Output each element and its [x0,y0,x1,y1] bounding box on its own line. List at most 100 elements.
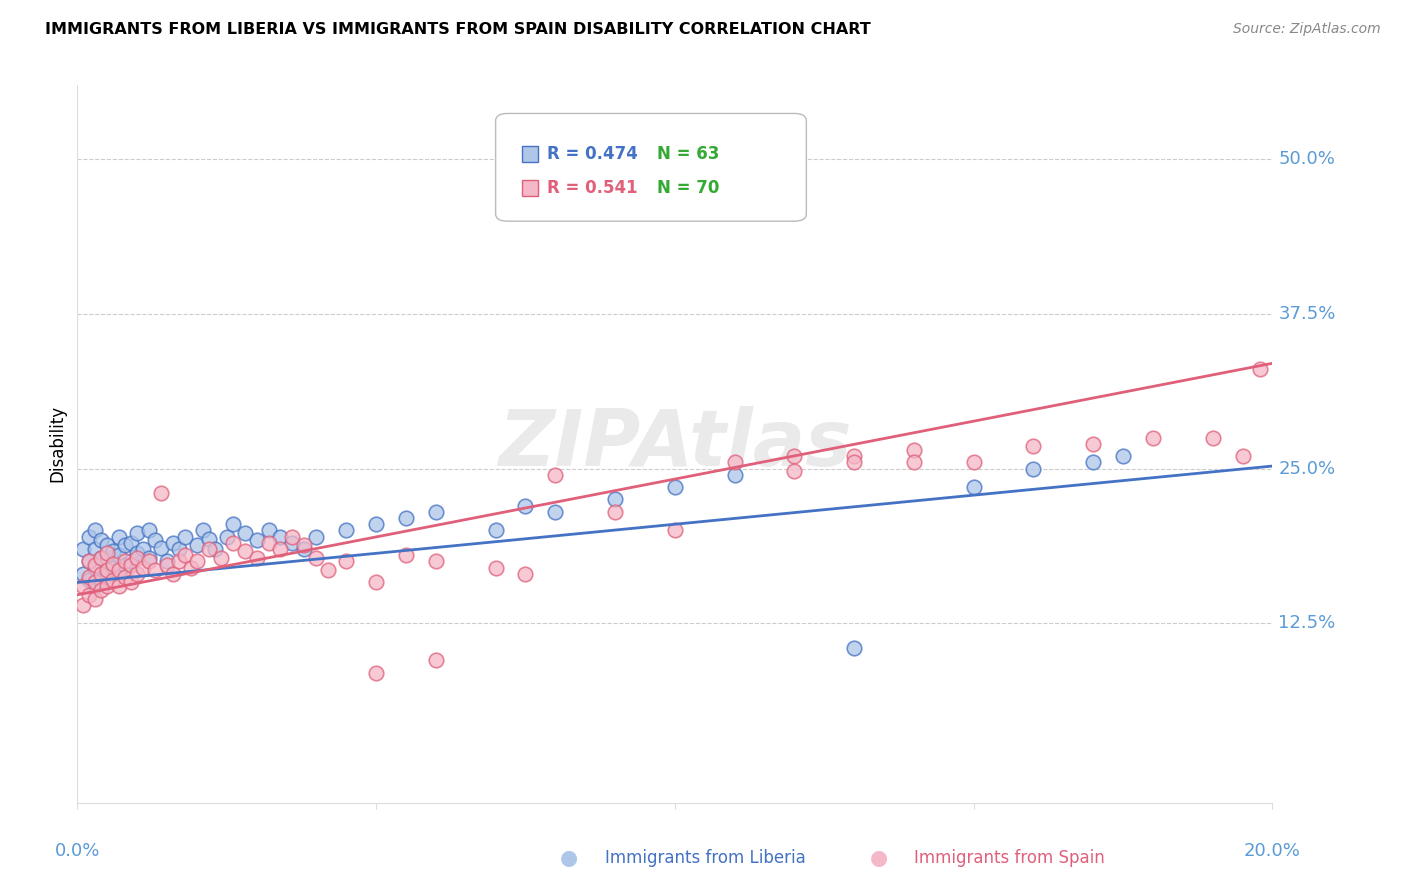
Point [96,546,118,560]
Point [103,557,124,571]
Point [485,524,508,538]
Point [156,558,179,573]
Point [281,536,304,550]
Point [180,560,202,574]
Bar [522,180,537,196]
Point [257,536,280,550]
Point [1142,431,1164,445]
Point [90,582,112,597]
Point [108,530,131,544]
Y-axis label: Disability: Disability [48,405,66,483]
Point [79,570,101,584]
Point [108,579,131,593]
Point [222,517,245,532]
Point [209,550,232,565]
Point [174,530,197,544]
Point [120,558,142,573]
Point [120,554,142,568]
Point [963,455,986,469]
Point [167,554,190,568]
Point [84,575,107,590]
Point [79,588,101,602]
Point [138,524,160,538]
Point [1083,436,1105,450]
Point [395,548,418,562]
Point [72,598,94,612]
Point [233,525,256,540]
Text: N = 70: N = 70 [657,179,720,197]
Point [191,524,214,538]
Point [270,541,292,556]
Point [281,530,304,544]
Text: R = 0.541: R = 0.541 [547,179,638,197]
Text: R = 0.474: R = 0.474 [547,145,638,163]
Text: Immigrants from Liberia: Immigrants from Liberia [605,849,806,867]
Point [143,563,166,577]
Text: 12.5%: 12.5% [1278,615,1336,632]
Point [72,541,94,556]
Point [72,566,94,581]
Text: Immigrants from Spain: Immigrants from Spain [914,849,1105,867]
Text: 25.0%: 25.0% [1278,459,1336,477]
Point [222,536,245,550]
Point [664,524,686,538]
Bar [522,146,537,162]
Point [318,563,340,577]
Point [114,538,136,552]
Point [150,486,173,500]
Text: IMMIGRANTS FROM LIBERIA VS IMMIGRANTS FROM SPAIN DISABILITY CORRELATION CHART: IMMIGRANTS FROM LIBERIA VS IMMIGRANTS FR… [45,22,870,37]
Point [84,579,107,593]
Point [143,533,166,548]
Point [114,570,136,584]
Point [167,541,190,556]
Point [366,575,388,590]
Point [270,530,292,544]
Point [174,548,197,562]
Point [186,538,208,552]
Point [1232,449,1254,463]
Point [724,467,747,482]
Point [90,550,112,565]
Point [138,550,160,565]
Text: N = 63: N = 63 [657,145,720,163]
Point [395,511,418,525]
Point [108,548,131,562]
Point [485,560,508,574]
Point [366,665,388,680]
Point [1022,439,1045,453]
Point [120,536,142,550]
Text: ●: ● [561,848,578,868]
Text: 20.0%: 20.0% [1244,842,1301,860]
Point [84,560,107,574]
Point [84,541,107,556]
Point [127,546,149,560]
Point [96,579,118,593]
Point [84,591,107,606]
Text: 50.0%: 50.0% [1278,150,1336,168]
Point [903,455,925,469]
Point [724,455,747,469]
Point [1083,455,1105,469]
FancyBboxPatch shape [496,113,807,221]
Point [103,573,124,587]
Point [544,505,567,519]
Point [79,530,101,544]
Point [544,467,567,482]
Text: 0.0%: 0.0% [55,842,100,860]
Point [138,554,160,568]
Point [96,554,118,568]
Point [132,541,155,556]
Point [84,558,107,573]
Point [246,533,269,548]
Point [783,449,806,463]
Point [425,554,447,568]
Point [246,550,269,565]
Point [1112,449,1135,463]
Point [90,566,112,581]
Point [292,541,315,556]
Point [292,538,315,552]
Point [257,524,280,538]
Point [103,544,124,558]
Point [156,554,179,568]
Text: Source: ZipAtlas.com: Source: ZipAtlas.com [1233,22,1381,37]
